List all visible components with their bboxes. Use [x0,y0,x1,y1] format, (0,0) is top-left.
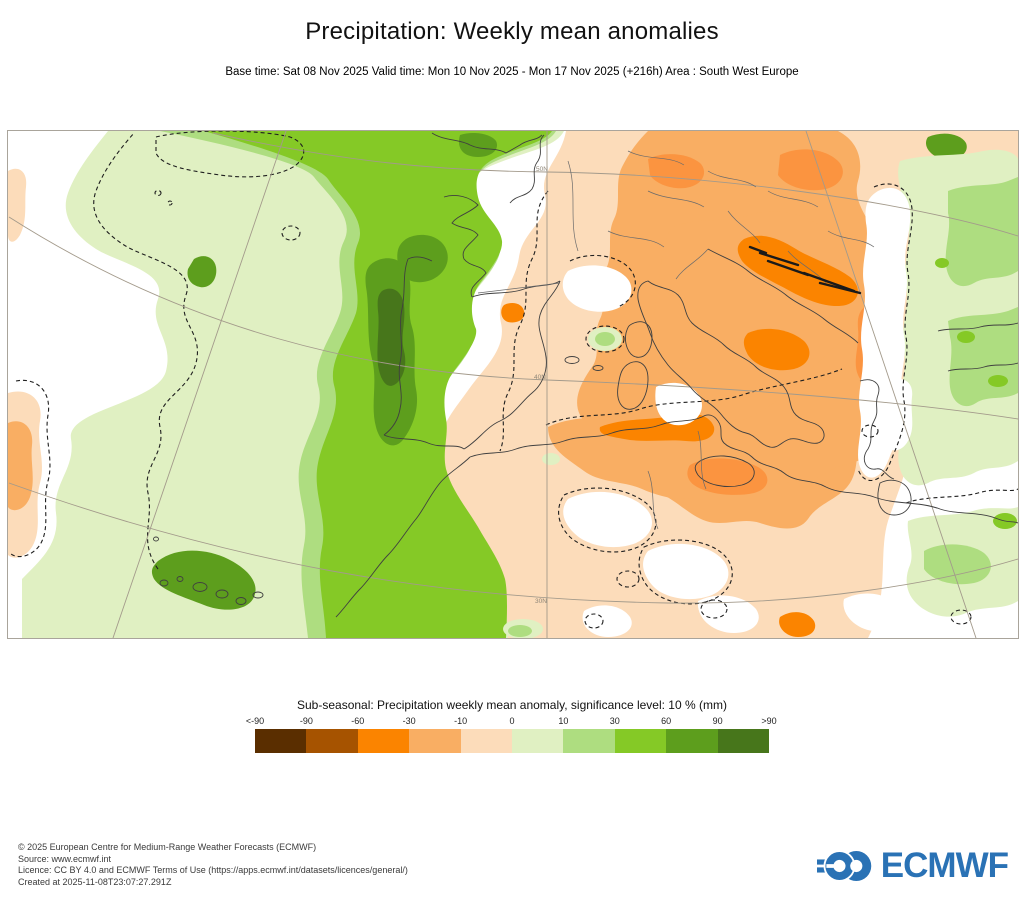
map-graticule [8,131,1018,638]
legend-tick-label: 0 [509,716,515,726]
legend-title: Sub-seasonal: Precipitation weekly mean … [297,698,727,712]
legend-tick-label: -60 [351,716,365,726]
page-subtitle: Base time: Sat 08 Nov 2025 Valid time: M… [225,66,799,78]
footer-licence: Licence: CC BY 4.0 and ECMWF Terms of Us… [18,865,408,875]
legend-tick-row: <-90 -90 -60 -30 -10 0 10 30 60 90 >90 [246,715,777,728]
map-coastlines [153,132,1018,618]
map-significance-contours [9,131,1018,629]
ecmwf-logo-text: ECMWF [880,846,1009,885]
map-frame: 50N 40N 30N [7,130,1019,639]
legend-swatch [255,729,307,753]
map-country-borders [477,150,875,530]
legend-swatch [666,729,718,753]
lat-label-50n: 50N [536,166,548,173]
legend-tick-label: -30 [402,716,416,726]
legend-swatch [409,729,461,753]
legend-tick-label: 90 [712,716,723,726]
legend-tick-label: <-90 [245,716,265,726]
legend-swatch [460,729,513,753]
lat-label-30n: 30N [535,598,547,605]
legend-swatch [357,729,410,753]
map-image: 50N 40N 30N [8,131,1018,638]
legend-tick-label: -10 [454,716,468,726]
ecmwf-logo: ECMWF [816,845,1009,887]
lat-label-40n: 40N [534,374,546,381]
map-graticule-labels: 50N 40N 30N [534,166,548,605]
legend-colorbar [255,729,770,753]
legend-tick-label: 60 [661,716,672,726]
legend-swatch [563,729,615,753]
legend-swatch [512,729,564,753]
legend-tick-label: 10 [558,716,569,726]
legend: Sub-seasonal: Precipitation weekly mean … [246,698,777,753]
legend-tick-label: >90 [761,716,777,726]
map-mountain-hatching [748,245,862,295]
footer: © 2025 European Centre for Medium-Range … [18,842,408,888]
legend-tick-label: 30 [609,716,620,726]
map-fill-regions [8,131,1018,638]
page-title: Precipitation: Weekly mean anomalies [305,18,719,45]
legend-swatch [614,729,667,753]
legend-swatch [306,729,358,753]
footer-created-at: Created at 2025-11-08T23:07:27.291Z [18,876,172,887]
footer-copyright: © 2025 European Centre for Medium-Range … [18,842,317,852]
ecmwf-logo-icon [816,850,872,882]
legend-swatch [717,729,770,753]
legend-tick-label: -90 [299,716,313,726]
footer-source: Source: www.ecmwf.int [18,853,112,864]
